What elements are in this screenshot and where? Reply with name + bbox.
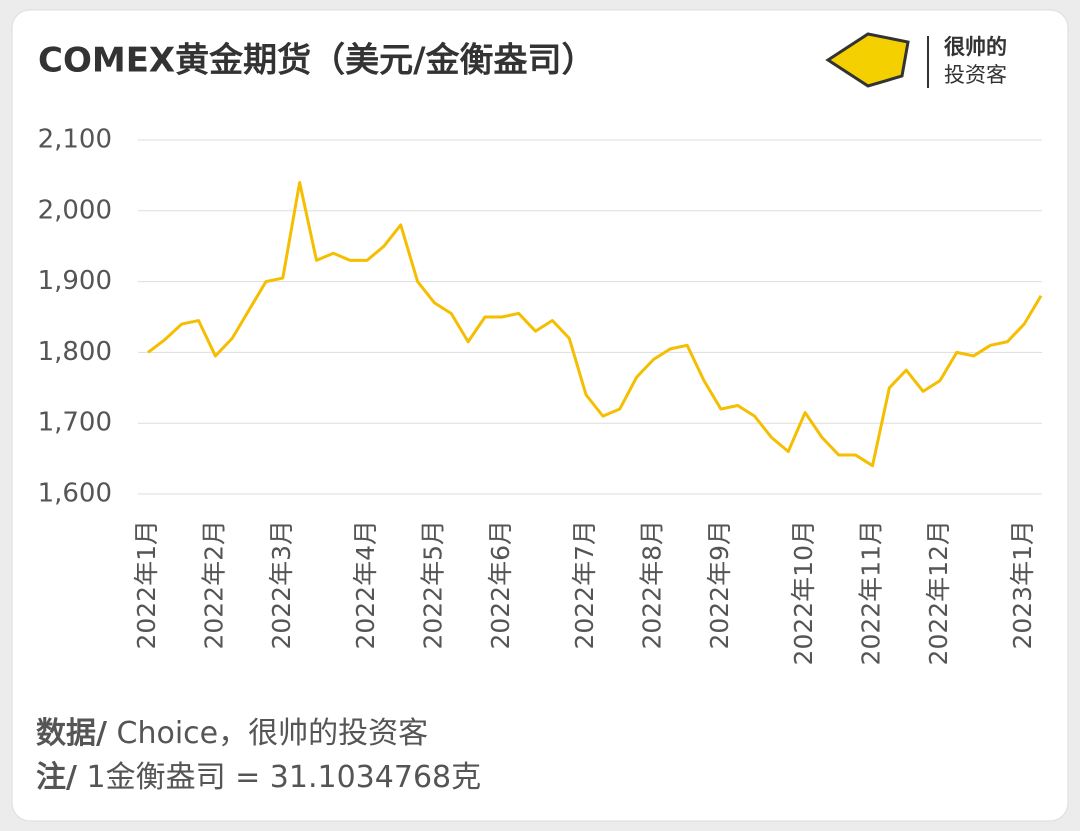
x-tick-label: 2022年2月 [199,520,228,650]
x-tick-label: 2022年11月 [857,520,886,665]
x-tick-label: 2022年7月 [570,520,599,650]
brand: 投资客 [944,63,1007,87]
card [11,9,1069,822]
y-tick-label: 2,100 [38,125,112,155]
x-tick-label: 2022年8月 [637,520,666,650]
note-text: 1金衡盎司 = 31.1034768克 [77,760,481,795]
plot: 1,600 1,700 1,800 1,900 2,000 2,100 2022年1月 202… [38,125,1043,665]
x-tick-label: 2022年9月 [705,520,734,650]
y-tick-label: 1,800 [38,337,112,367]
y-tick-label: 2,000 [38,195,112,225]
x-tick-label: 2023年1月 [1008,520,1037,650]
line [147,180,1043,468]
y-tick-label: 1,700 [38,408,112,438]
y-tick-label: 1,900 [38,266,112,296]
logo: 很帅的 投资客 [825,32,1007,88]
x-tick-label: 2022年6月 [486,520,515,650]
x-tick-label: 2022年10月 [789,520,818,665]
source-text: Choice，很帅的投资客 [107,716,428,751]
note-label: 注/ [36,760,77,795]
x-tick-label: 2022年4月 [351,520,380,650]
title: COMEX黄金期货（美元/金衡盎司） [38,41,596,81]
x-tick-label: 2022年3月 [267,520,296,650]
x-tick-label: 2022年5月 [418,520,447,650]
note: 注/ 1金衡盎司 = 31.1034768克 [36,760,481,795]
x-tick-label: 2022年1月 [132,520,161,650]
source-label: 数据/ [36,716,107,751]
x-tick-label: 2022年12月 [924,520,953,665]
brand: 很帅的 [944,35,1007,59]
y-tick-label: 1,600 [38,479,112,509]
source: 数据/ Choice，很帅的投资客 [36,716,428,751]
logo-mark [825,32,910,88]
